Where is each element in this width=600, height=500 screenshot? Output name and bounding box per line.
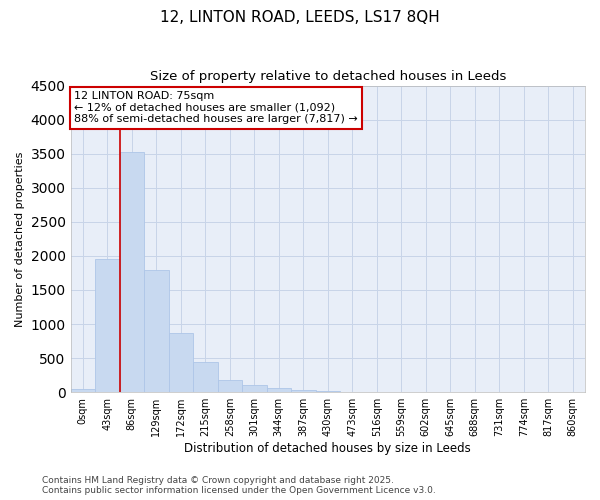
Text: 12 LINTON ROAD: 75sqm
← 12% of detached houses are smaller (1,092)
88% of semi-d: 12 LINTON ROAD: 75sqm ← 12% of detached … — [74, 91, 358, 124]
X-axis label: Distribution of detached houses by size in Leeds: Distribution of detached houses by size … — [184, 442, 471, 455]
Y-axis label: Number of detached properties: Number of detached properties — [15, 151, 25, 326]
Bar — [95, 260, 119, 392]
Bar — [218, 380, 242, 392]
Bar — [71, 389, 95, 392]
Bar — [316, 391, 340, 392]
Bar — [242, 386, 266, 392]
Text: Contains HM Land Registry data © Crown copyright and database right 2025.
Contai: Contains HM Land Registry data © Crown c… — [42, 476, 436, 495]
Bar — [291, 390, 316, 392]
Text: 12, LINTON ROAD, LEEDS, LS17 8QH: 12, LINTON ROAD, LEEDS, LS17 8QH — [160, 10, 440, 25]
Bar — [144, 270, 169, 392]
Bar — [266, 388, 291, 392]
Bar — [169, 333, 193, 392]
Bar — [119, 152, 144, 392]
Title: Size of property relative to detached houses in Leeds: Size of property relative to detached ho… — [149, 70, 506, 83]
Bar — [193, 362, 218, 392]
